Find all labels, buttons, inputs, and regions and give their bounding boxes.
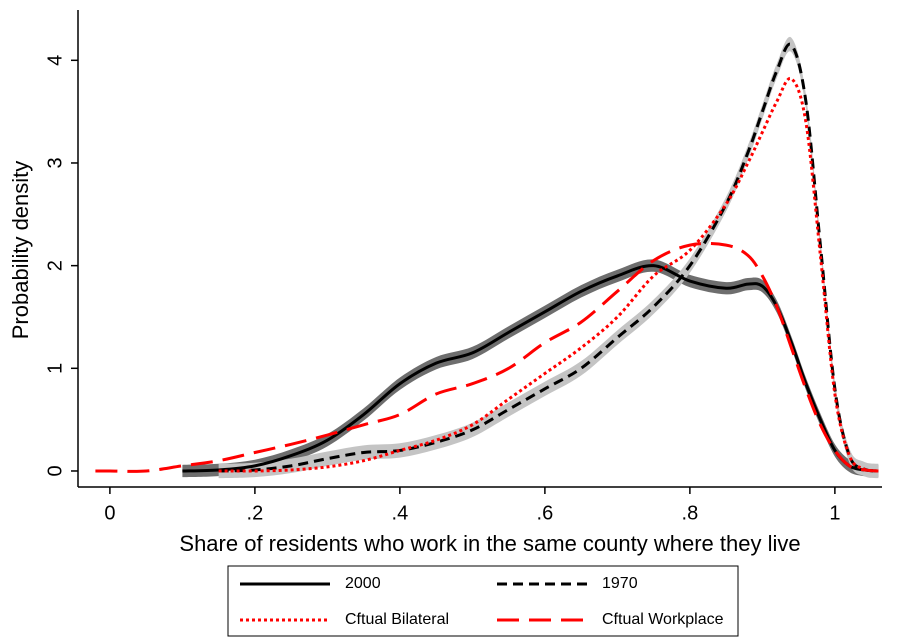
y-tick-label: 1 <box>44 363 66 374</box>
y-axis-label: Probability density <box>8 161 33 340</box>
y-tick-label: 2 <box>44 260 66 271</box>
x-tick-label: 0 <box>104 502 115 524</box>
legend-label: 1970 <box>602 575 638 592</box>
lines <box>95 42 879 473</box>
y-tick-label: 3 <box>44 157 66 168</box>
x-tick-label: .8 <box>682 502 699 524</box>
x-tick-label: .4 <box>392 502 409 524</box>
legend <box>227 565 739 637</box>
series-line <box>95 242 879 473</box>
y-tick-label: 4 <box>44 55 66 66</box>
confidence-band <box>182 259 879 478</box>
x-tick-label: 1 <box>829 502 840 524</box>
series-line <box>218 42 879 473</box>
x-tick-label: .2 <box>247 502 264 524</box>
series-line <box>218 76 879 473</box>
bands <box>182 36 879 479</box>
legend-label: Cftual Bilateral <box>345 611 449 628</box>
x-tick-label: .6 <box>537 502 554 524</box>
legend-label: Cftual Workplace <box>602 611 724 628</box>
x-axis-label: Share of residents who work in the same … <box>179 531 800 556</box>
legend-label: 2000 <box>345 575 381 592</box>
series-line <box>182 264 879 473</box>
confidence-band <box>218 36 879 479</box>
y-tick-label: 0 <box>44 465 66 476</box>
